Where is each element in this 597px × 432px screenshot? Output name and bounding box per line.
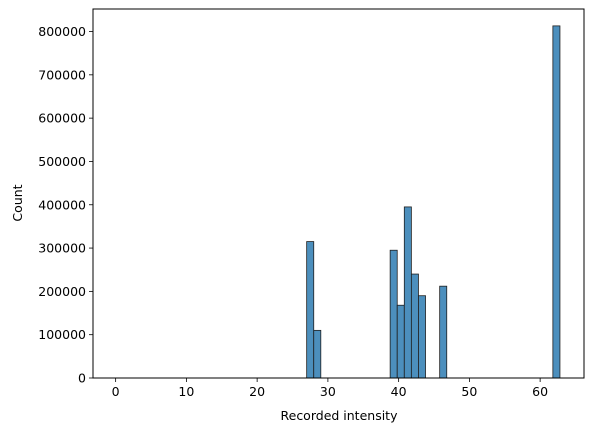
- histogram-bar-27: [306, 241, 315, 379]
- plot-frame: [92, 8, 585, 379]
- x-axis-ticks: 0 10 20 30 40 50 60: [112, 378, 548, 399]
- y-tick-label-600000: 600000: [38, 111, 86, 126]
- x-tick-label-20: 20: [249, 384, 265, 399]
- histogram-bar-46: [439, 285, 448, 379]
- x-tick-label-10: 10: [178, 384, 194, 399]
- y-tick-label-700000: 700000: [38, 67, 86, 82]
- x-tick-label-40: 40: [391, 384, 407, 399]
- histogram-bars: [306, 25, 561, 379]
- y-tick-label-200000: 200000: [38, 284, 86, 299]
- histogram-bar-42: [410, 273, 419, 379]
- histogram-bar-39: [389, 249, 398, 379]
- x-tick-label-0: 0: [112, 384, 120, 399]
- histogram-bar-28: [313, 329, 322, 379]
- histogram-bar-41: [403, 206, 412, 379]
- x-tick-label-30: 30: [320, 384, 336, 399]
- y-tick-label-100000: 100000: [38, 327, 86, 342]
- x-tick-label-50: 50: [461, 384, 477, 399]
- y-tick-label-500000: 500000: [38, 154, 86, 169]
- y-tick-label-0: 0: [78, 371, 86, 386]
- x-axis-label: Recorded intensity: [281, 408, 399, 423]
- y-tick-label-300000: 300000: [38, 241, 86, 256]
- y-axis-label: Count: [10, 184, 25, 221]
- histogram-bar-62: [552, 25, 561, 379]
- y-tick-label-400000: 400000: [38, 197, 86, 212]
- y-tick-label-800000: 800000: [38, 24, 86, 39]
- histogram-bar-40: [396, 304, 405, 379]
- histogram-bar-43: [418, 295, 426, 379]
- x-tick-label-60: 60: [532, 384, 548, 399]
- y-axis-ticks: 0 100000 200000 300000 400000 500000 600000 700…: [38, 24, 93, 386]
